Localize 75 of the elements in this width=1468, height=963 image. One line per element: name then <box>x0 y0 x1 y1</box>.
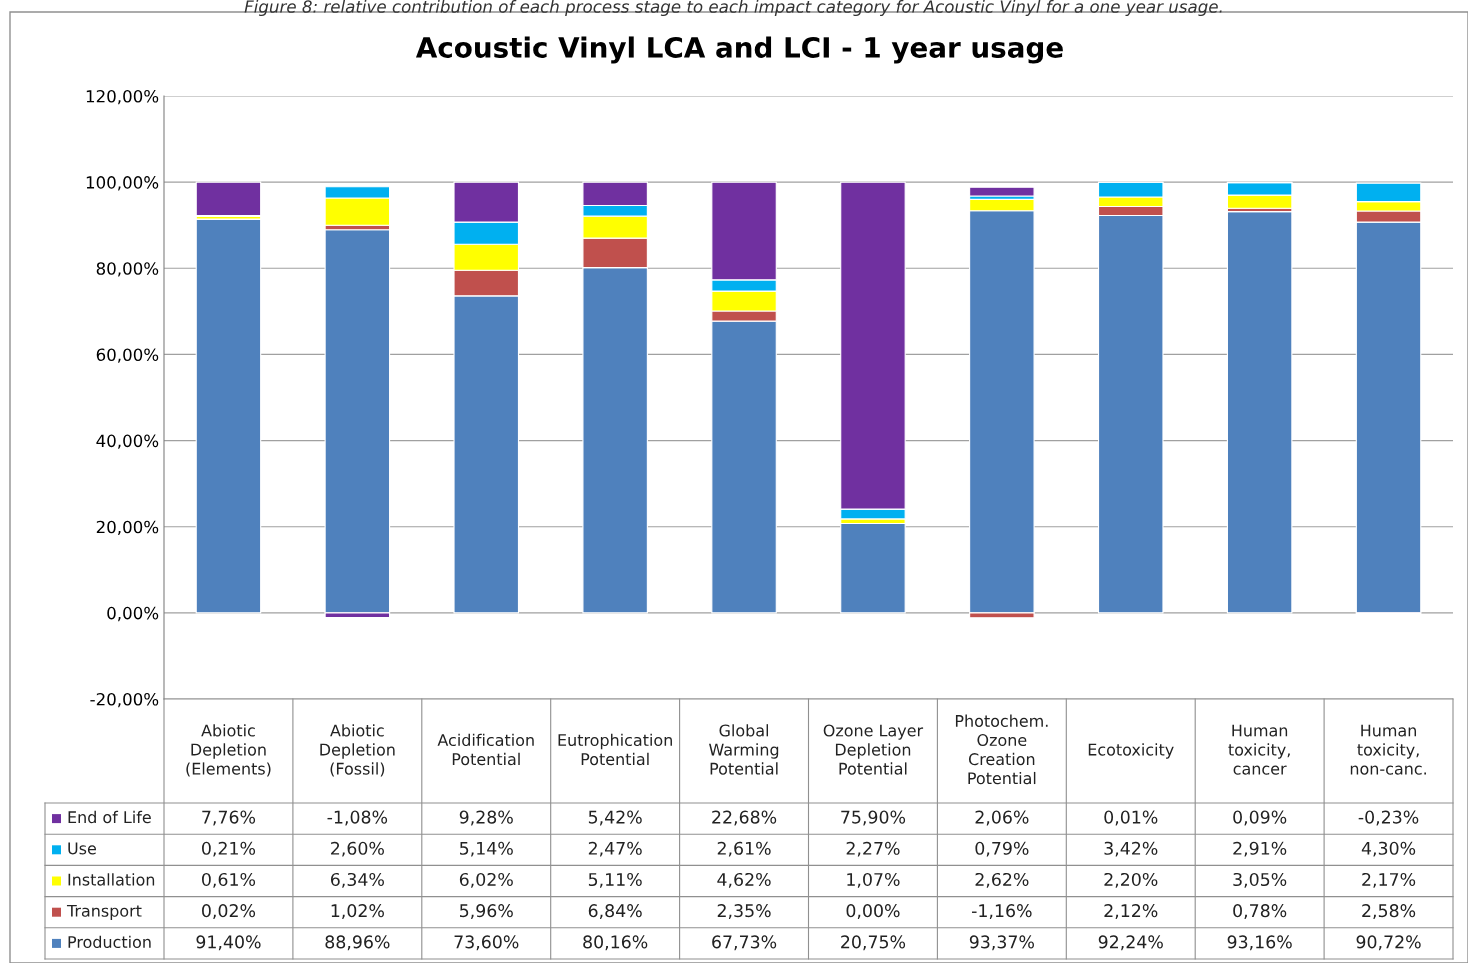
data-label: 0,00% <box>846 904 900 920</box>
data-label: 75,90% <box>841 810 906 826</box>
x-tick-label: Ecotoxicity <box>1088 743 1174 759</box>
data-label: 92,24% <box>1098 935 1163 951</box>
data-label: 93,37% <box>969 935 1034 951</box>
chart-title: Acoustic Vinyl LCA and LCI - 1 year usage <box>415 36 1063 64</box>
data-label: 73,60% <box>454 935 519 951</box>
data-label: 91,40% <box>196 935 261 951</box>
data-label: 90,72% <box>1356 935 1421 951</box>
data-label: 3,42% <box>1104 841 1158 857</box>
data-label: 4,62% <box>717 872 771 888</box>
legend-label: Use <box>68 842 96 855</box>
y-tick-label: 120,00% <box>86 89 159 105</box>
data-label: 2,61% <box>717 841 771 857</box>
data-label: 7,76% <box>202 810 256 826</box>
data-label: 4,30% <box>1361 841 1416 857</box>
x-tick-label: Photochem. Ozone Creation Potential <box>955 714 1048 785</box>
data-label: 2,17% <box>1362 872 1416 888</box>
legend-label: End of Life <box>68 810 151 824</box>
data-label: -0,23% <box>1358 810 1419 826</box>
data-label: 20,75% <box>841 935 906 951</box>
data-label: 0,01% <box>1104 810 1158 826</box>
data-label: -1,16% <box>971 904 1032 920</box>
caption: Figure 8: relative contribution of each process stage to each impact category for Acoustic Vinyl for a one year usage. <box>244 0 1222 17</box>
data-label: 2,47% <box>588 841 642 857</box>
data-label: 6,34% <box>330 872 384 888</box>
y-tick-label: 40,00% <box>96 434 159 449</box>
x-tick-label: Abiotic Depletion (Fossil) <box>320 724 395 777</box>
x-tick-label: Ozone Layer Depletion Potential <box>823 724 924 775</box>
data-label: 2,60% <box>331 841 384 857</box>
data-label: 5,14% <box>460 841 513 857</box>
y-tick-label: 20,00% <box>96 520 159 535</box>
data-label: 2,62% <box>975 872 1029 888</box>
data-label: 1,07% <box>847 872 900 888</box>
data-label: 0,02% <box>202 904 256 920</box>
data-label: 3,05% <box>1233 872 1287 888</box>
y-tick-label: 60,00% <box>96 348 159 363</box>
x-tick-label: Global Warming Potential <box>709 724 779 775</box>
x-tick-label: Acidification Potential <box>437 733 534 766</box>
x-tick-label: Abiotic Depletion (Elements) <box>186 724 271 777</box>
y-tick-label: -20,00% <box>90 692 159 708</box>
data-label: 2,35% <box>717 904 771 920</box>
data-label: 2,06% <box>975 810 1029 826</box>
data-label: 2,91% <box>1233 841 1287 857</box>
data-label: 22,68% <box>712 810 777 826</box>
data-label: 93,16% <box>1227 935 1292 951</box>
data-label: 80,16% <box>583 935 648 951</box>
data-label: 2,20% <box>1104 872 1158 888</box>
data-label: 0,78% <box>1233 904 1287 920</box>
data-label: 0,09% <box>1233 810 1287 826</box>
data-label: 5,96% <box>460 904 513 920</box>
x-tick-label: Eutrophication Potential <box>558 733 672 766</box>
data-label: 2,27% <box>846 841 900 857</box>
y-tick-label: 100,00% <box>86 176 159 191</box>
x-tick-label: Human toxicity, non-canc. <box>1350 724 1426 775</box>
data-label: 5,42% <box>588 810 642 826</box>
data-label: 0,61% <box>202 872 256 888</box>
data-label: 2,58% <box>1362 904 1416 920</box>
data-label: 88,96% <box>325 935 390 951</box>
data-label: 9,28% <box>459 810 513 826</box>
data-label: 0,79% <box>975 841 1029 857</box>
y-tick-label: 0,00% <box>107 606 159 622</box>
legend-label: Installation <box>68 873 155 886</box>
data-label: 5,11% <box>588 872 642 888</box>
data-label: 6,02% <box>459 872 513 888</box>
data-label: 0,21% <box>202 841 256 857</box>
x-tick-label: Human toxicity, cancer <box>1228 724 1290 775</box>
legend-label: Transport <box>66 904 142 920</box>
data-label: 67,73% <box>712 935 777 951</box>
legend-label: Production <box>68 935 151 949</box>
data-label: 6,84% <box>588 904 642 920</box>
data-label: 2,12% <box>1104 904 1158 920</box>
data-label: -1,08% <box>327 810 388 826</box>
y-tick-label: 80,00% <box>96 262 159 277</box>
data-label: 1,02% <box>331 904 384 920</box>
